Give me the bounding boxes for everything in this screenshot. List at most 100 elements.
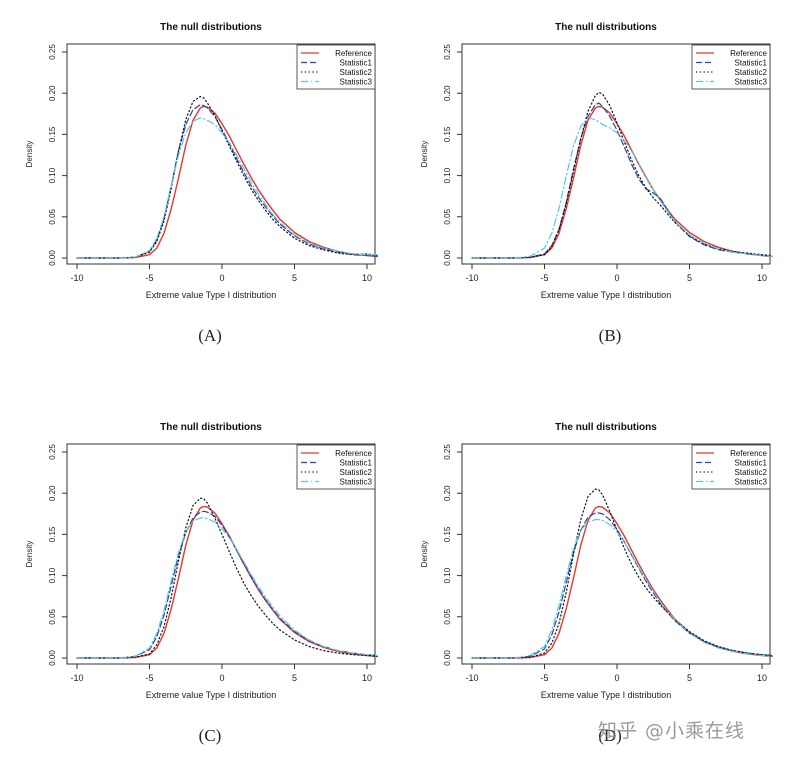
chart-panel-b: The null distributions -10 -5 0 5 10 0.00 0.05 0…: [395, 0, 789, 315]
y-tick-label: 0.05: [48, 608, 57, 624]
y-tick-label: 0.10: [443, 167, 452, 183]
chart-a-svg: The null distributions -10 -5 0 5 10 0.00 0.05 0…: [25, 22, 378, 300]
x-tick-label: 10: [757, 673, 767, 683]
legend-entry: Statistic1: [340, 59, 373, 68]
plot-frame: [66, 43, 376, 265]
legend-entry: Statistic1: [735, 459, 768, 468]
legend-entry: Statistic3: [735, 78, 768, 87]
y-tick-label: 0.10: [48, 567, 57, 583]
x-axis-label: Extreme value Type I distribution: [146, 690, 276, 700]
legend-entry: Reference: [335, 449, 372, 458]
series-line-reference: [471, 505, 773, 659]
legend-box: [296, 44, 376, 90]
x-tick-label: -5: [540, 273, 548, 283]
y-axis-label: Density: [25, 141, 34, 168]
legend-box: [691, 44, 771, 90]
plot-frame: [66, 443, 376, 665]
legend-entry: Statistic2: [340, 468, 373, 477]
x-tick-label: -5: [145, 273, 153, 283]
x-tick-label: 5: [292, 273, 297, 283]
y-tick-label: 0.05: [48, 208, 57, 224]
y-tick-label: 0.05: [443, 208, 452, 224]
x-tick-label: -10: [465, 273, 478, 283]
x-tick-label: 10: [757, 273, 767, 283]
x-tick-label: -5: [540, 673, 548, 683]
y-tick-label: 0.25: [443, 44, 452, 60]
y-tick-label: 0.25: [48, 44, 57, 60]
legend-entry: Statistic2: [735, 68, 768, 77]
legend-entry: Reference: [335, 49, 372, 58]
x-tick-label: 0: [219, 273, 224, 283]
y-tick-label: 0.00: [48, 250, 57, 266]
y-tick-label: 0.00: [48, 650, 57, 666]
y-tick-label: 0.15: [48, 526, 57, 542]
x-tick-label: -10: [70, 673, 83, 683]
y-tick-label: 0.25: [443, 444, 452, 460]
watermark: 知乎 @小乘在线: [598, 720, 746, 742]
legend-entry: Statistic3: [340, 78, 373, 87]
caption-d: (D): [598, 726, 622, 745]
series-line-reference: [76, 505, 378, 659]
chart-b-svg: The null distributions -10 -5 0 5 10 0.00 0.05 0…: [420, 22, 773, 300]
caption-c: (C): [198, 726, 222, 745]
legend-entry: Statistic1: [735, 59, 768, 68]
legend-entry: Statistic2: [735, 468, 768, 477]
x-tick-label: 0: [614, 673, 619, 683]
chart-c-svg: The null distributions -10 -5 0 5 10 0.00 0.05 0…: [25, 422, 378, 700]
series-line-statistic1: [471, 102, 773, 259]
legend-entry: Statistic1: [340, 459, 373, 468]
series-line-reference: [76, 105, 378, 259]
y-axis-label: Density: [420, 141, 429, 168]
chart-panel-a: The null distributions -10 -5 0 5 10 0.00 0.05 0…: [0, 0, 395, 315]
chart-title: The null distributions: [160, 422, 262, 433]
x-axis-label: Extreme value Type I distribution: [541, 690, 671, 700]
y-tick-label: 0.20: [443, 485, 452, 501]
legend-entry: Statistic3: [735, 478, 768, 487]
series-line-reference: [471, 105, 773, 259]
legend-entry: Statistic3: [340, 478, 373, 487]
chart-panel-c: The null distributions -10 -5 0 5 10 0.00 0.05 0…: [0, 400, 395, 715]
x-tick-label: 10: [362, 273, 372, 283]
chart-title: The null distributions: [555, 22, 657, 33]
series-line-statistic2: [471, 91, 773, 259]
x-tick-label: -10: [70, 273, 83, 283]
x-tick-label: -5: [145, 673, 153, 683]
series-line-statistic1: [76, 104, 378, 259]
y-tick-label: 0.15: [443, 526, 452, 542]
chart-d-svg: The null distributions -10 -5 0 5 10 0.00 0.05 0…: [420, 422, 773, 700]
y-axis-label: Density: [420, 541, 429, 568]
x-tick-label: 5: [687, 673, 692, 683]
x-tick-label: 5: [687, 273, 692, 283]
y-tick-label: 0.00: [443, 250, 452, 266]
x-tick-label: 0: [614, 273, 619, 283]
series-line-statistic3: [471, 518, 773, 659]
y-tick-label: 0.15: [443, 126, 452, 142]
caption-a: (A): [198, 326, 222, 345]
series-line-statistic2: [76, 497, 378, 659]
y-tick-label: 0.10: [48, 167, 57, 183]
plot-frame: [461, 443, 771, 665]
y-tick-label: 0.10: [443, 567, 452, 583]
chart-title: The null distributions: [160, 22, 262, 33]
legend-entry: Statistic2: [340, 68, 373, 77]
plot-frame: [461, 43, 771, 265]
series-line-statistic2: [471, 488, 773, 659]
legend-box: [691, 444, 771, 490]
series-line-statistic3: [76, 517, 378, 659]
y-tick-label: 0.25: [48, 444, 57, 460]
y-axis-label: Density: [25, 541, 34, 568]
series-line-statistic1: [471, 512, 773, 659]
chart-panel-d: The null distributions -10 -5 0 5 10 0.00 0.05 0…: [395, 400, 789, 715]
legend-entry: Reference: [730, 449, 767, 458]
legend-entry: Reference: [730, 49, 767, 58]
y-tick-label: 0.00: [443, 650, 452, 666]
x-tick-label: 0: [219, 673, 224, 683]
x-tick-label: -10: [465, 673, 478, 683]
y-tick-label: 0.15: [48, 126, 57, 142]
y-tick-label: 0.20: [443, 85, 452, 101]
x-axis-label: Extreme value Type I distribution: [541, 290, 671, 300]
series-line-statistic3: [76, 117, 378, 259]
x-tick-label: 10: [362, 673, 372, 683]
legend-box: [296, 444, 376, 490]
series-line-statistic1: [76, 510, 378, 659]
